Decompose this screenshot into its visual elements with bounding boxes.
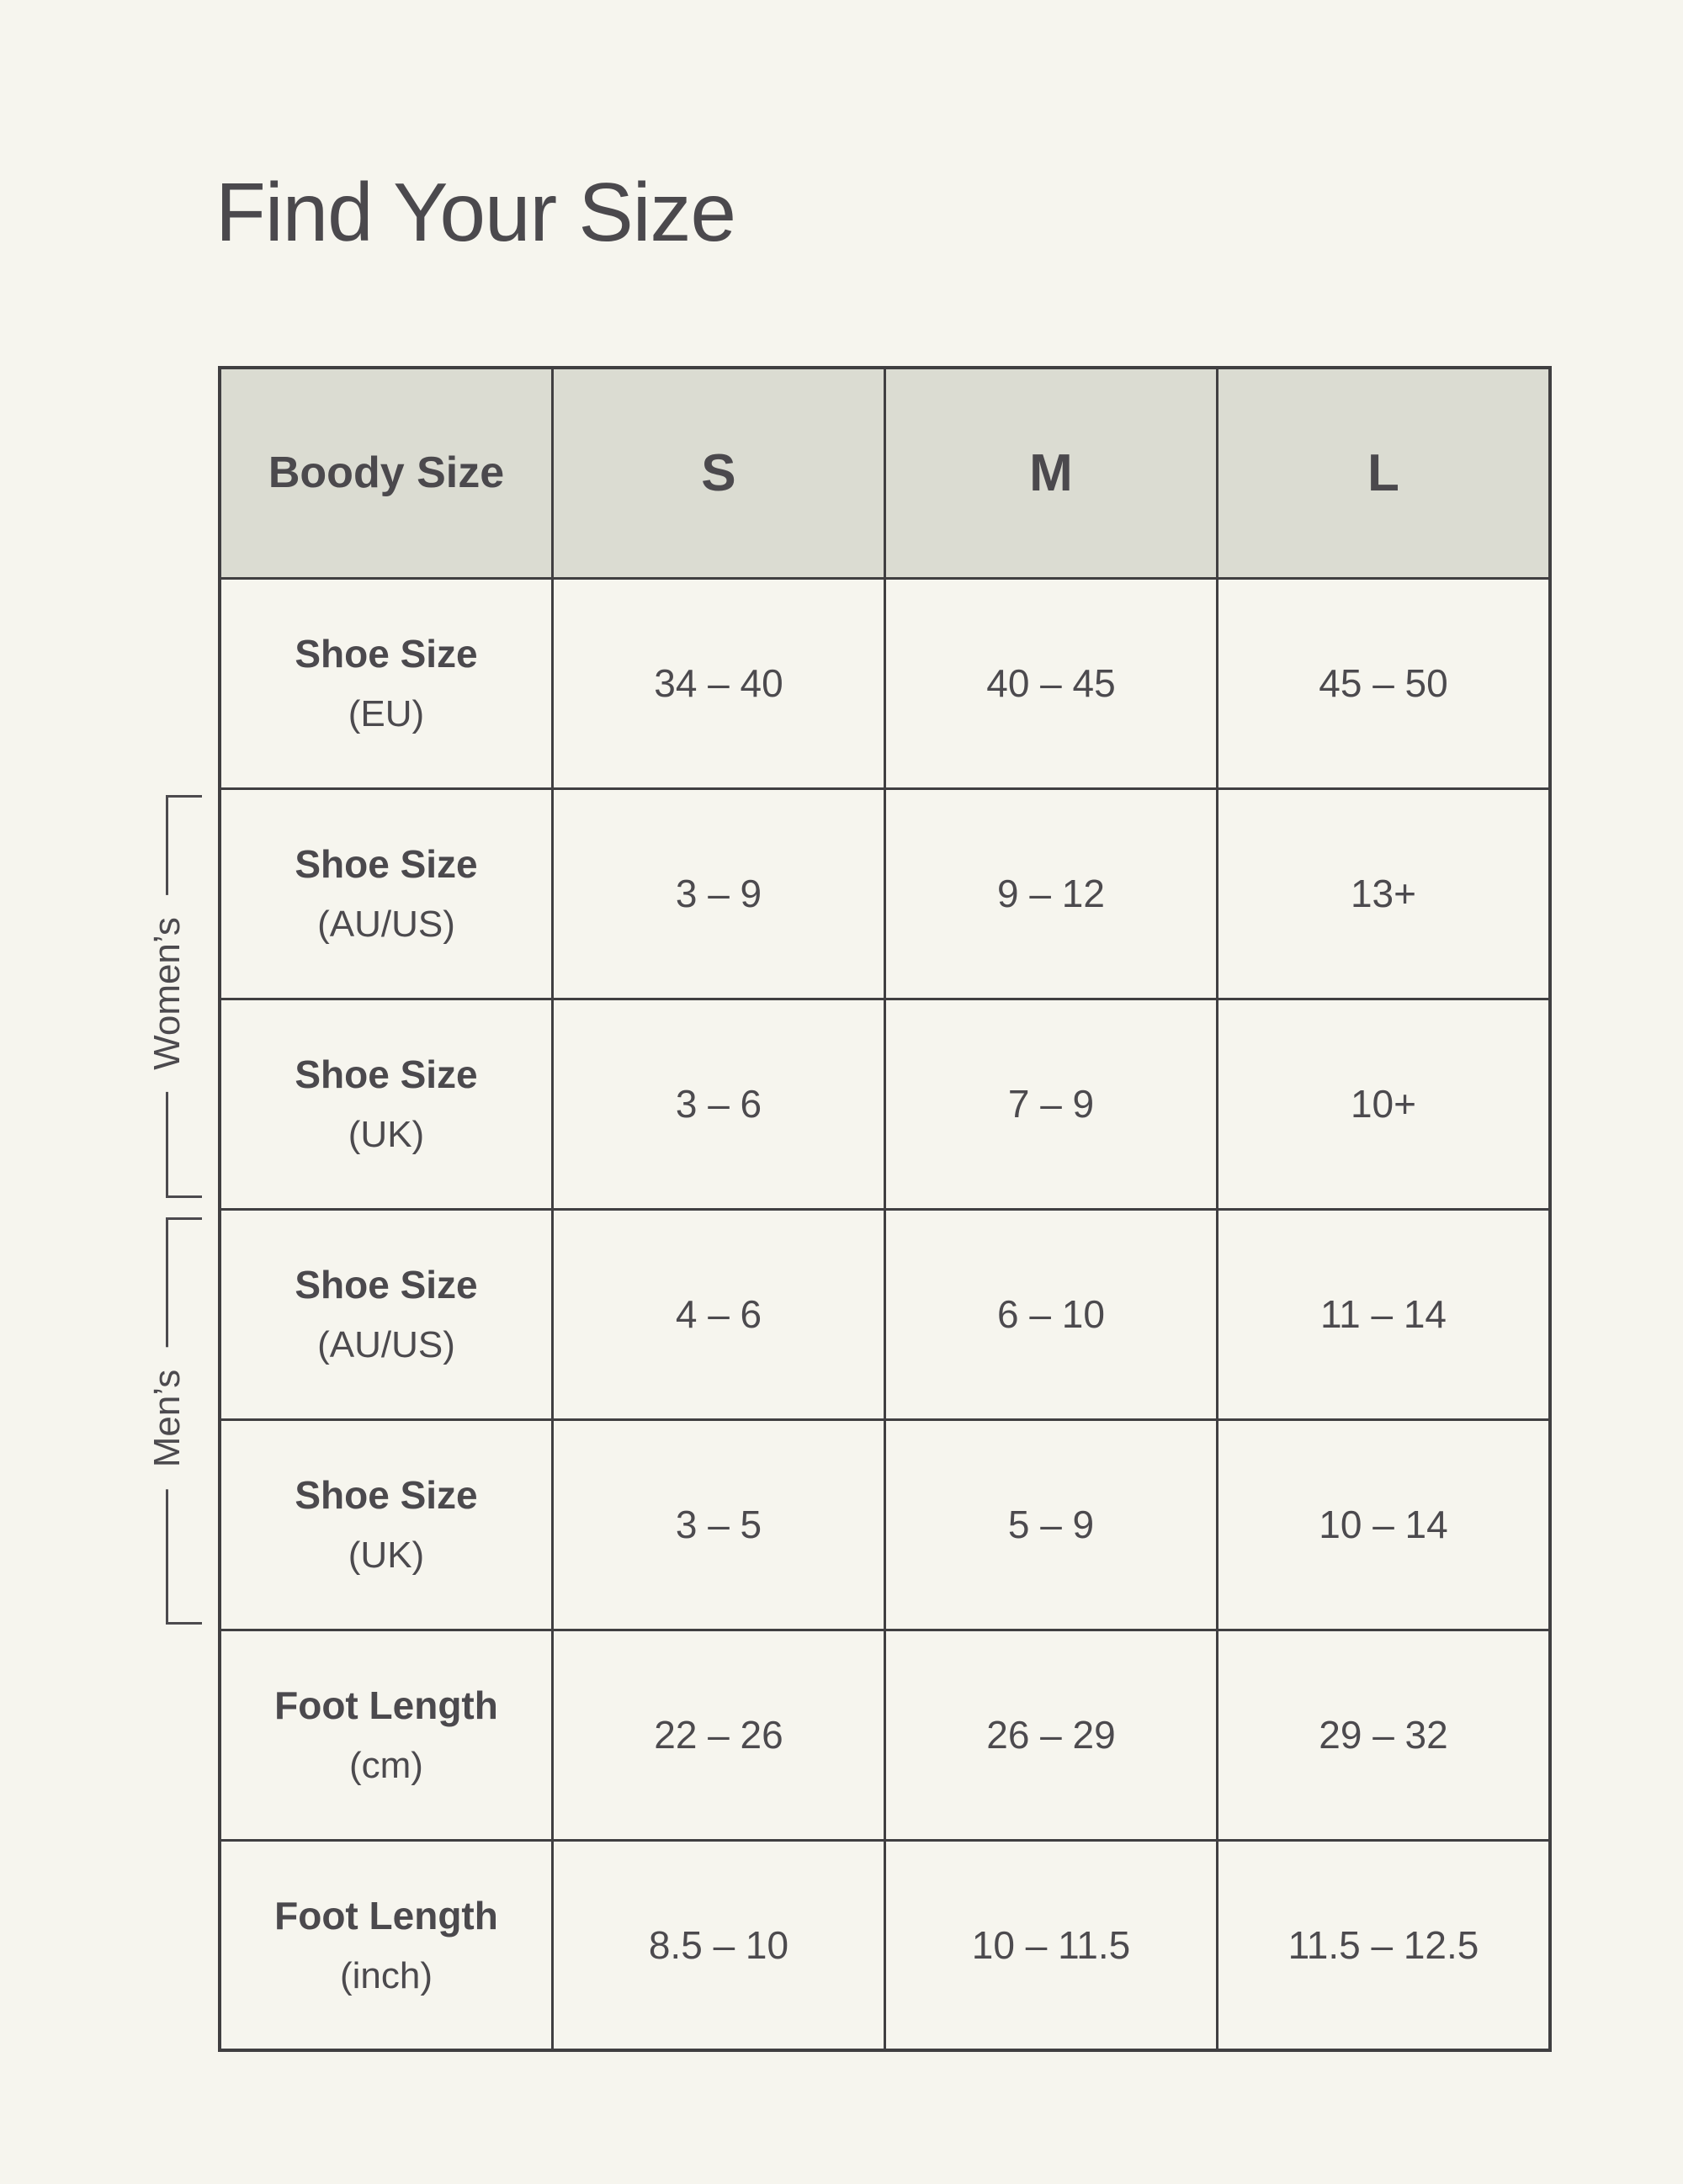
- row-label-foot-length-inch: Foot Length (inch): [218, 1838, 554, 2052]
- row-name: Shoe Size: [295, 842, 478, 886]
- cell-mens-uk-l: 10 – 14: [1215, 1418, 1552, 1631]
- size-table: Boody Size S M L Shoe Size (EU) 34 – 40 …: [218, 366, 1552, 2052]
- cell-womens-uk-m: 7 – 9: [883, 997, 1218, 1211]
- row-label-shoe-size-eu: Shoe Size (EU): [218, 576, 554, 790]
- cell-mens-auus-s: 4 – 6: [550, 1207, 886, 1421]
- cell-mens-uk-m: 5 – 9: [883, 1418, 1218, 1631]
- table-header-row: Boody Size S M L: [218, 366, 1552, 580]
- row-name: Shoe Size: [295, 1263, 478, 1307]
- table-row-foot-length-inch: Foot Length (inch) 8.5 – 10 10 – 11.5 11…: [218, 1838, 1552, 2052]
- mens-group-label: Men’s: [146, 1347, 188, 1490]
- row-label-womens-auus: Shoe Size (AU/US): [218, 787, 554, 1000]
- table-row-womens-shoe-size-uk: Shoe Size (UK) 3 – 6 7 – 9 10+: [218, 997, 1552, 1211]
- cell-womens-auus-m: 9 – 12: [883, 787, 1218, 1000]
- cell-cm-m: 26 – 29: [883, 1628, 1218, 1842]
- cell-eu-s: 34 – 40: [550, 576, 886, 790]
- row-name: Foot Length: [274, 1683, 498, 1727]
- row-label-foot-length-cm: Foot Length (cm): [218, 1628, 554, 1842]
- row-name: Foot Length: [274, 1893, 498, 1938]
- cell-cm-s: 22 – 26: [550, 1628, 886, 1842]
- cell-womens-auus-s: 3 – 9: [550, 787, 886, 1000]
- row-unit: (inch): [339, 1954, 433, 1996]
- cell-mens-uk-s: 3 – 5: [550, 1418, 886, 1631]
- cell-mens-auus-l: 11 – 14: [1215, 1207, 1552, 1421]
- table-row-shoe-size-eu: Shoe Size (EU) 34 – 40 40 – 45 45 – 50: [218, 576, 1552, 790]
- row-unit: (AU/US): [317, 1324, 455, 1365]
- row-name: Shoe Size: [295, 632, 478, 676]
- cell-womens-uk-l: 10+: [1215, 997, 1552, 1211]
- row-label-mens-auus: Shoe Size (AU/US): [218, 1207, 554, 1421]
- womens-group-label: Women’s: [146, 895, 188, 1092]
- row-label-mens-uk: Shoe Size (UK): [218, 1418, 554, 1631]
- cell-mens-auus-m: 6 – 10: [883, 1207, 1218, 1421]
- cell-cm-l: 29 – 32: [1215, 1628, 1552, 1842]
- page-title: Find Your Size: [215, 166, 736, 258]
- cell-inch-l: 11.5 – 12.5: [1215, 1838, 1552, 2052]
- cell-womens-uk-s: 3 – 6: [550, 997, 886, 1211]
- table-row-foot-length-cm: Foot Length (cm) 22 – 26 26 – 29 29 – 32: [218, 1628, 1552, 1842]
- row-unit: (AU/US): [317, 904, 455, 945]
- table-row-mens-shoe-size-auus: Shoe Size (AU/US) 4 – 6 6 – 10 11 – 14: [218, 1207, 1552, 1421]
- cell-inch-m: 10 – 11.5: [883, 1838, 1218, 2052]
- cell-inch-s: 8.5 – 10: [550, 1838, 886, 2052]
- header-cell-size-l: L: [1215, 366, 1552, 580]
- cell-womens-auus-l: 13+: [1215, 787, 1552, 1000]
- row-unit: (UK): [348, 1535, 425, 1576]
- row-name: Shoe Size: [295, 1473, 478, 1517]
- header-cell-boody-size: Boody Size: [218, 366, 554, 580]
- header-cell-size-s: S: [550, 366, 886, 580]
- row-name: Shoe Size: [295, 1052, 478, 1096]
- row-unit: (EU): [348, 693, 425, 734]
- row-unit: (cm): [349, 1745, 423, 1786]
- table-row-womens-shoe-size-auus: Shoe Size (AU/US) 3 – 9 9 – 12 13+: [218, 787, 1552, 1000]
- table-row-mens-shoe-size-uk: Shoe Size (UK) 3 – 5 5 – 9 10 – 14: [218, 1418, 1552, 1631]
- cell-eu-m: 40 – 45: [883, 576, 1218, 790]
- row-unit: (UK): [348, 1114, 425, 1155]
- row-label-womens-uk: Shoe Size (UK): [218, 997, 554, 1211]
- cell-eu-l: 45 – 50: [1215, 576, 1552, 790]
- header-cell-size-m: M: [883, 366, 1218, 580]
